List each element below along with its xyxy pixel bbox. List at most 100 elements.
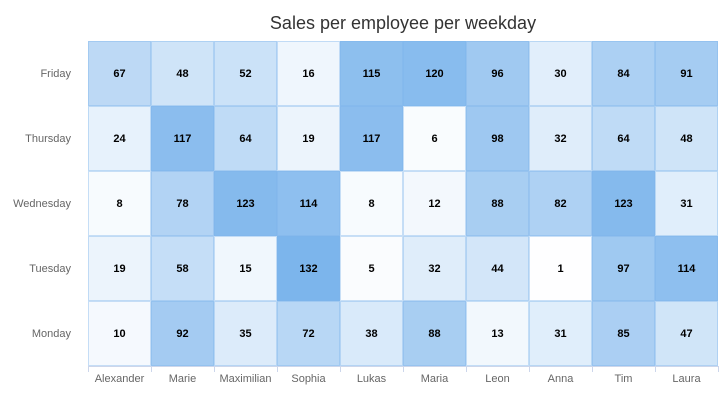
cell-value: 52 [239, 67, 252, 80]
heatmap-cell[interactable]: 1 [529, 236, 592, 301]
cell-value: 72 [302, 327, 315, 340]
heatmap-cell[interactable]: 132 [277, 236, 340, 301]
heatmap-cell[interactable]: 96 [466, 41, 529, 106]
heatmap-cell[interactable]: 72 [277, 301, 340, 366]
cell-value: 64 [617, 132, 630, 145]
heatmap-cell[interactable]: 64 [592, 106, 655, 171]
cell-value: 24 [113, 132, 126, 145]
cell-value: 8 [368, 197, 375, 210]
heatmap-cell[interactable]: 38 [340, 301, 403, 366]
heatmap-cell[interactable]: 85 [592, 301, 655, 366]
y-axis-label: Friday [40, 67, 71, 80]
x-axis-tick [151, 366, 152, 372]
heatmap-cell[interactable]: 120 [403, 41, 466, 106]
heatmap-cell[interactable]: 10 [88, 301, 151, 366]
x-axis-tick [340, 366, 341, 372]
x-axis-label: Maria [420, 373, 449, 385]
x-axis-label: Tim [614, 373, 633, 385]
cell-value: 8 [116, 197, 123, 210]
heatmap-cell[interactable]: 30 [529, 41, 592, 106]
heatmap-cell[interactable]: 88 [403, 301, 466, 366]
heatmap-cell[interactable]: 31 [529, 301, 592, 366]
heatmap-cell[interactable]: 5 [340, 236, 403, 301]
heatmap-cell[interactable]: 19 [277, 106, 340, 171]
x-axis-label: Sophia [291, 373, 326, 385]
cell-value: 19 [302, 132, 315, 145]
heatmap-cell[interactable]: 58 [151, 236, 214, 301]
heatmap-cell[interactable]: 117 [151, 106, 214, 171]
heatmap-cell[interactable]: 78 [151, 171, 214, 236]
x-axis-label: Anna [547, 373, 574, 385]
cell-value: 91 [680, 67, 693, 80]
cell-value: 115 [362, 67, 381, 80]
heatmap-cell[interactable]: 123 [592, 171, 655, 236]
cell-value: 12 [428, 197, 441, 210]
cell-value: 88 [491, 197, 504, 210]
heatmap-cell[interactable]: 97 [592, 236, 655, 301]
x-axis-label: Alexander [94, 373, 145, 385]
x-axis-tick [466, 366, 467, 372]
x-axis-label: Laura [672, 373, 701, 385]
heatmap-cell[interactable]: 32 [403, 236, 466, 301]
heatmap-cell[interactable]: 31 [655, 171, 718, 236]
heatmap-cell[interactable]: 114 [277, 171, 340, 236]
cell-value: 114 [677, 262, 696, 275]
cell-value: 32 [428, 262, 441, 275]
heatmap-cell[interactable]: 47 [655, 301, 718, 366]
heatmap-cell[interactable]: 52 [214, 41, 277, 106]
cell-value: 38 [365, 327, 378, 340]
y-axis-label: Wednesday [13, 197, 71, 210]
cell-value: 84 [617, 67, 630, 80]
heatmap-cell[interactable]: 13 [466, 301, 529, 366]
cell-value: 120 [425, 67, 444, 80]
heatmap-cell[interactable]: 19 [88, 236, 151, 301]
cell-value: 31 [680, 197, 693, 210]
cell-value: 88 [428, 327, 441, 340]
y-axis-label: Tuesday [29, 262, 71, 275]
heatmap-cell[interactable]: 6 [403, 106, 466, 171]
x-axis-tick [88, 366, 89, 372]
cell-value: 48 [176, 67, 189, 80]
cell-value: 16 [302, 67, 315, 80]
x-axis-tick [655, 366, 656, 372]
x-axis-label: Leon [485, 373, 510, 385]
heatmap-cell[interactable]: 44 [466, 236, 529, 301]
heatmap-cell[interactable]: 82 [529, 171, 592, 236]
heatmap-cell[interactable]: 48 [151, 41, 214, 106]
cell-value: 114 [299, 197, 318, 210]
cell-value: 92 [176, 327, 189, 340]
cell-value: 48 [680, 132, 693, 145]
heatmap-cell[interactable]: 84 [592, 41, 655, 106]
cell-value: 132 [299, 262, 318, 275]
heatmap-cell[interactable]: 91 [655, 41, 718, 106]
cell-value: 10 [113, 327, 126, 340]
cell-value: 123 [236, 197, 255, 210]
y-axis-label: Thursday [25, 132, 71, 145]
cell-value: 19 [113, 262, 126, 275]
heatmap-cell[interactable]: 15 [214, 236, 277, 301]
heatmap-cell[interactable]: 12 [403, 171, 466, 236]
heatmap-cell[interactable]: 123 [214, 171, 277, 236]
cell-value: 58 [176, 262, 189, 275]
heatmap-cell[interactable]: 48 [655, 106, 718, 171]
heatmap-cell[interactable]: 92 [151, 301, 214, 366]
heatmap-cell[interactable]: 117 [340, 106, 403, 171]
cell-value: 67 [113, 67, 126, 80]
heatmap-cell[interactable]: 24 [88, 106, 151, 171]
heatmap-cell[interactable]: 114 [655, 236, 718, 301]
x-axis-tick [718, 366, 719, 372]
heatmap-cell[interactable]: 32 [529, 106, 592, 171]
heatmap-cell[interactable]: 35 [214, 301, 277, 366]
heatmap-cell[interactable]: 115 [340, 41, 403, 106]
cell-value: 31 [554, 327, 567, 340]
x-axis-tick [214, 366, 215, 372]
heatmap-cell[interactable]: 8 [88, 171, 151, 236]
heatmap-cell[interactable]: 98 [466, 106, 529, 171]
heatmap-cell[interactable]: 64 [214, 106, 277, 171]
cell-value: 98 [491, 132, 504, 145]
heatmap-cell[interactable]: 88 [466, 171, 529, 236]
cell-value: 44 [491, 262, 504, 275]
heatmap-cell[interactable]: 67 [88, 41, 151, 106]
heatmap-cell[interactable]: 16 [277, 41, 340, 106]
heatmap-cell[interactable]: 8 [340, 171, 403, 236]
